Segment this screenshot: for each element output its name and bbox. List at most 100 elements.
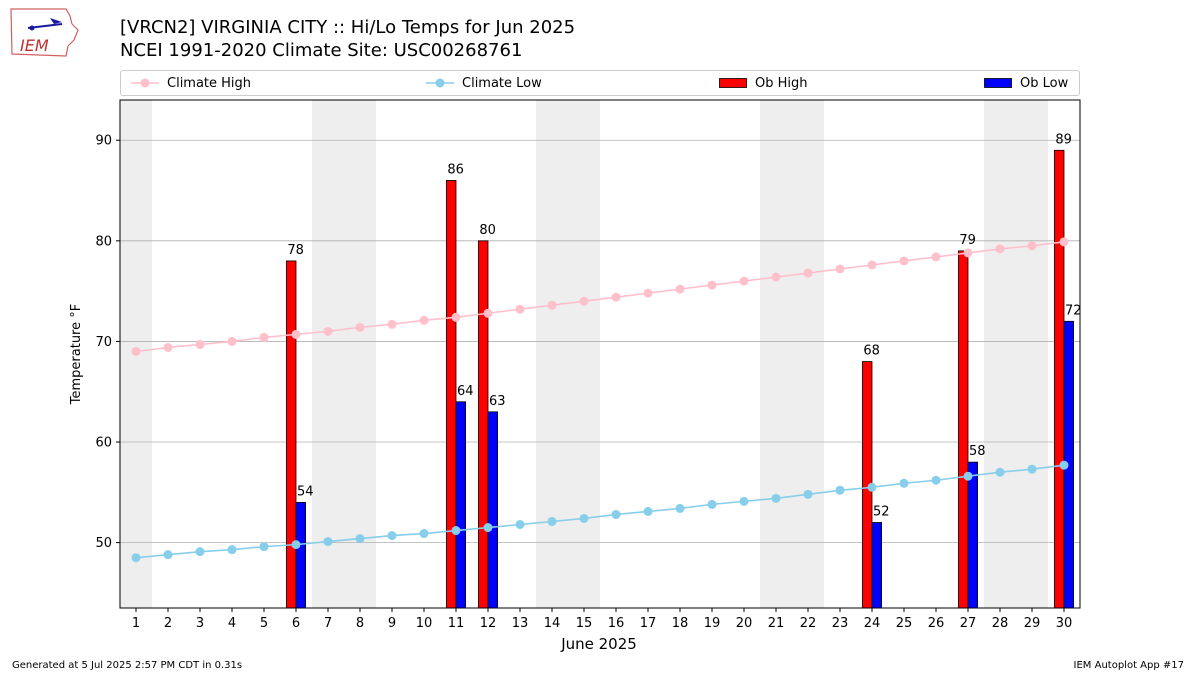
weekend-band bbox=[984, 100, 1048, 608]
ob-low-bar bbox=[455, 401, 467, 609]
climate-low-point bbox=[259, 542, 269, 552]
x-tick-label: 25 bbox=[896, 616, 913, 631]
x-tick-label: 7 bbox=[324, 616, 332, 631]
ob-high-label: 89 bbox=[1055, 132, 1072, 147]
climate-low-point bbox=[483, 523, 493, 533]
ob-low-label: 63 bbox=[489, 394, 506, 409]
climate-low-point bbox=[323, 537, 333, 547]
ob-low-label: 58 bbox=[969, 444, 986, 459]
ob-low-bar bbox=[967, 461, 979, 609]
climate-high-point bbox=[131, 346, 141, 356]
x-tick-label: 16 bbox=[608, 616, 625, 631]
climate-high-point bbox=[483, 308, 493, 318]
x-tick-label: 30 bbox=[1056, 616, 1073, 631]
ob-low-label: 64 bbox=[457, 384, 474, 399]
climate-high-point bbox=[867, 260, 877, 270]
climate-low-point bbox=[515, 520, 525, 530]
climate-high-point bbox=[707, 280, 717, 290]
climate-high-point bbox=[931, 252, 941, 262]
generated-timestamp: Generated at 5 Jul 2025 2:57 PM CDT in 0… bbox=[12, 660, 243, 671]
x-tick-label: 29 bbox=[1024, 616, 1041, 631]
climate-low-point bbox=[291, 540, 301, 550]
climate-high-point bbox=[899, 256, 909, 266]
climate-low-point bbox=[1059, 460, 1069, 470]
chart-title: [VRCN2] VIRGINIA CITY :: Hi/Lo Temps for… bbox=[120, 17, 576, 38]
climate-high-line bbox=[135, 241, 1065, 353]
ob-high-bar bbox=[958, 250, 969, 609]
climate-high-point bbox=[547, 300, 557, 310]
climate-low-point bbox=[771, 493, 781, 503]
climate-high-point bbox=[515, 304, 525, 314]
climate-low-point bbox=[739, 496, 749, 506]
climate-high-point bbox=[1059, 237, 1069, 247]
legend: Climate High Climate Low Ob High Ob Low bbox=[120, 70, 1080, 96]
climate-low-point bbox=[803, 489, 813, 499]
y-tick-label: 60 bbox=[95, 436, 112, 451]
legend-label: Climate Low bbox=[462, 75, 542, 91]
ob-high-bar bbox=[477, 240, 489, 609]
climate-low-point bbox=[611, 509, 621, 519]
x-tick-label: 3 bbox=[196, 616, 204, 631]
climate-low-point bbox=[131, 553, 141, 563]
x-tick-label: 12 bbox=[480, 616, 497, 631]
station-dot-icon bbox=[29, 25, 35, 31]
climate-low-point bbox=[643, 506, 653, 516]
climate-low-point bbox=[995, 467, 1005, 477]
climate-high-point bbox=[387, 319, 397, 329]
climate-low-point bbox=[1027, 464, 1037, 474]
ob-high-bar bbox=[285, 260, 297, 609]
logo-text: IEM bbox=[20, 36, 49, 55]
weekend-band bbox=[312, 100, 376, 608]
climate-low-point bbox=[451, 526, 461, 536]
climate-high-point bbox=[739, 276, 749, 286]
climate-high-point bbox=[1027, 241, 1037, 251]
x-tick-label: 13 bbox=[512, 616, 529, 631]
x-tick-label: 19 bbox=[704, 616, 721, 631]
legend-line-marker-icon bbox=[131, 78, 159, 88]
climate-high-point bbox=[771, 272, 781, 282]
y-tick-label: 70 bbox=[95, 335, 112, 350]
y-tick-label: 90 bbox=[95, 134, 112, 149]
legend-line-marker-icon bbox=[426, 78, 454, 88]
x-tick-label: 2 bbox=[164, 616, 172, 631]
x-tick-label: 22 bbox=[800, 616, 817, 631]
climate-high-point bbox=[995, 244, 1005, 254]
x-tick-label: 27 bbox=[960, 616, 977, 631]
x-axis-label: June 2025 bbox=[560, 635, 637, 653]
x-tick-label: 26 bbox=[928, 616, 945, 631]
weekend-band bbox=[536, 100, 600, 608]
climate-low-point bbox=[931, 475, 941, 485]
legend-label: Climate High bbox=[167, 75, 252, 91]
climate-high-point bbox=[675, 284, 685, 294]
x-tick-label: 18 bbox=[672, 616, 689, 631]
ob-high-label: 78 bbox=[287, 243, 304, 258]
ob-high-label: 86 bbox=[447, 162, 464, 177]
iem-logo: IEM bbox=[10, 8, 79, 57]
climate-high-point bbox=[163, 342, 173, 352]
ob-low-label: 72 bbox=[1065, 303, 1082, 318]
climate-low-point bbox=[195, 547, 205, 557]
x-tick-label: 6 bbox=[292, 616, 300, 631]
y-tick-label: 50 bbox=[95, 536, 112, 551]
legend-swatch-icon bbox=[719, 78, 747, 88]
x-tick-label: 15 bbox=[576, 616, 593, 631]
climate-low-point bbox=[835, 485, 845, 495]
climate-low-point bbox=[227, 545, 237, 555]
climate-low-point bbox=[547, 516, 557, 526]
climate-low-line bbox=[135, 464, 1065, 559]
climate-low-point bbox=[163, 550, 173, 560]
climate-high-point bbox=[611, 292, 621, 302]
ob-low-label: 52 bbox=[873, 504, 890, 519]
climate-low-point bbox=[963, 471, 973, 481]
climate-high-point bbox=[195, 339, 205, 349]
x-tick-label: 5 bbox=[260, 616, 268, 631]
legend-item-ob-high: Ob High bbox=[719, 71, 808, 95]
x-tick-label: 11 bbox=[448, 616, 465, 631]
x-tick-label: 17 bbox=[640, 616, 657, 631]
app-credit: IEM Autoplot App #17 bbox=[1073, 660, 1184, 671]
ob-high-bar bbox=[1054, 149, 1065, 609]
x-tick-label: 23 bbox=[832, 616, 849, 631]
ob-high-label: 68 bbox=[863, 344, 880, 359]
climate-high-point bbox=[835, 264, 845, 274]
